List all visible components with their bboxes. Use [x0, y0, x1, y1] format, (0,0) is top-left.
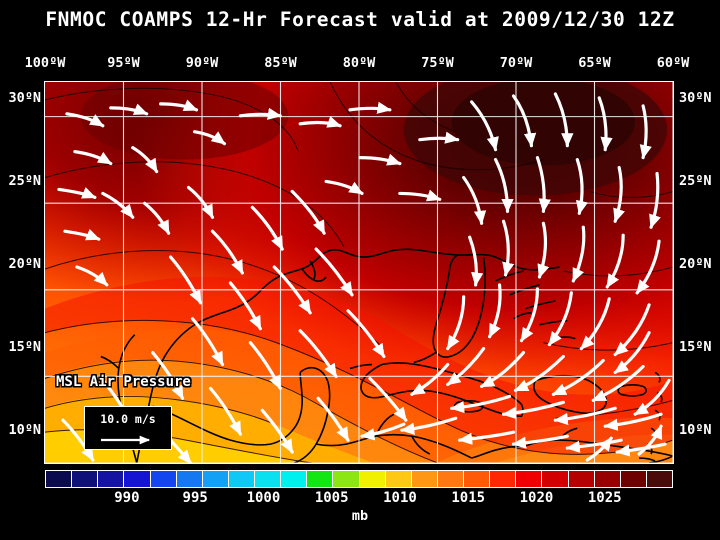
wind-vector-key: 10.0 m/s [84, 406, 172, 450]
latitude-tick: 20ºN [8, 255, 41, 272]
colorbar-cell [228, 471, 255, 487]
colorbar-ticks: 990 995 1000 1005 1010 1015 1020 1025 [45, 490, 673, 508]
colorbar-cell [646, 471, 672, 487]
isobar-contours [45, 82, 673, 463]
map-plot-area [44, 81, 674, 464]
latitude-tick: 20ºN [679, 255, 712, 272]
colorbar-cell [516, 471, 543, 487]
colorbar-cell [359, 471, 386, 487]
colorbar-tick-label: 1005 [314, 490, 349, 506]
latitude-axis-right: 30ºN 25ºN 20ºN 15ºN 10ºN [676, 82, 720, 463]
colorbar-tick-label: 1025 [587, 490, 622, 506]
colorbar-cell [490, 471, 517, 487]
colorbar-cell [150, 471, 177, 487]
latitude-tick: 15ºN [8, 338, 41, 355]
colorbar [45, 470, 673, 488]
colorbar-cell [542, 471, 569, 487]
longitude-tick: 70ºW [499, 55, 533, 71]
colorbar-cell [333, 471, 360, 487]
wind-vector-key-label: 10.0 m/s [100, 412, 156, 426]
colorbar-cell [46, 471, 73, 487]
colorbar-cell [98, 471, 125, 487]
longitude-tick: 60ºW [656, 55, 690, 71]
colorbar-cell [176, 471, 203, 487]
wind-vectors [57, 92, 671, 463]
colorbar-cell [411, 471, 438, 487]
latitude-tick: 25ºN [679, 172, 712, 189]
colorbar-cell [255, 471, 282, 487]
longitude-tick: 90ºW [185, 55, 219, 71]
latitude-tick: 30ºN [8, 90, 41, 106]
longitude-tick: 85ºW [264, 55, 297, 71]
longitude-tick: 65ºW [578, 55, 611, 71]
colorbar-cell [124, 471, 151, 487]
colorbar-cell [202, 471, 229, 487]
longitude-tick: 100ºW [24, 55, 66, 71]
colorbar-cell [281, 471, 308, 487]
colorbar-cell [464, 471, 491, 487]
colorbar-tick-label: 1000 [246, 490, 281, 506]
colorbar-unit-label: mb [351, 508, 369, 524]
colorbar-cell [437, 471, 464, 487]
longitude-axis-top: 100ºW 95ºW 90ºW 85ºW 80ºW 75ºW 70ºW 65ºW 60ºW [25, 55, 690, 71]
longitude-tick: 95ºW [107, 55, 140, 71]
longitude-tick: 80ºW [342, 55, 376, 71]
latitude-tick: 10ºN [8, 421, 41, 438]
colorbar-tick-label: 990 [114, 490, 140, 506]
map-canvas [45, 82, 673, 463]
colorbar-tick-label: 1010 [383, 490, 417, 506]
colorbar-cell [307, 471, 334, 487]
colorbar-cell [72, 471, 99, 487]
colorbar-tick-label: 995 [182, 490, 208, 506]
colorbar-cell [568, 471, 595, 487]
colorbar-cell [385, 471, 412, 487]
page-title: FNMOC COAMPS 12-Hr Forecast valid at 200… [45, 8, 675, 31]
colorbar-cell [594, 471, 621, 487]
colorbar-tick-label: 1015 [451, 490, 486, 506]
latitude-tick: 10ºN [679, 421, 712, 438]
latitude-tick: 15ºN [679, 338, 712, 355]
colorbar-cell [620, 471, 647, 487]
latitude-axis-left: 30ºN 25ºN 20ºN 15ºN 10ºN [0, 82, 44, 463]
latitude-tick: 25ºN [8, 172, 41, 189]
right-arrow-icon [101, 435, 151, 445]
latitude-tick: 30ºN [679, 90, 712, 106]
colorbar-tick-label: 1020 [519, 490, 554, 506]
longitude-tick: 75ºW [421, 55, 454, 71]
